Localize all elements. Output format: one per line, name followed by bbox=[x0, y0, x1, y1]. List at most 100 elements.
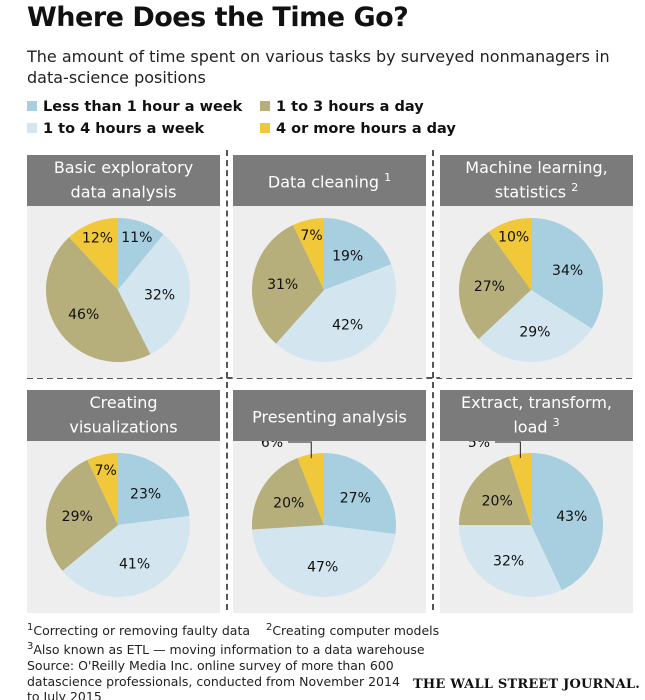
pie-slice bbox=[459, 231, 531, 340]
pie-chart: 11% 32% 46% 12% bbox=[46, 218, 190, 362]
pie-panel: Basic exploratory data analysis 11% 32% 46… bbox=[27, 155, 220, 378]
pie-title-text: Presenting analysis bbox=[252, 407, 407, 427]
pie-slice bbox=[87, 453, 118, 525]
data-label: 46% bbox=[68, 307, 99, 323]
data-label: 31% bbox=[267, 277, 298, 293]
footnote-mark: 3 bbox=[27, 640, 34, 652]
data-label: 11% bbox=[121, 230, 152, 246]
pie-slice bbox=[69, 218, 118, 290]
data-label: 27% bbox=[340, 490, 371, 506]
pie-slice bbox=[293, 218, 324, 290]
pie-slice bbox=[297, 453, 324, 525]
pie-slice bbox=[459, 456, 531, 525]
pie-slice bbox=[118, 218, 164, 290]
footnote-mark: 1 bbox=[27, 622, 34, 633]
pie-slice bbox=[531, 453, 603, 591]
pie-chart: 27% 47% 20% 6% bbox=[252, 435, 396, 597]
pie-slice bbox=[46, 237, 151, 362]
pie-slice bbox=[324, 218, 392, 290]
pie-panel: Extract, transform, load 3 43% 32% 20% 5% bbox=[440, 390, 633, 613]
pie-slice bbox=[252, 458, 324, 530]
data-label: 29% bbox=[519, 325, 550, 341]
pie-slice bbox=[252, 525, 396, 597]
footnote-mark: 2 bbox=[571, 181, 579, 195]
legend-item-4plus-h-day: 4 or more hours a day bbox=[260, 121, 456, 137]
data-label: 32% bbox=[144, 288, 175, 304]
divider bbox=[27, 377, 632, 379]
data-label: 43% bbox=[556, 509, 587, 525]
pie-slice bbox=[275, 264, 396, 362]
legend-label: 1 to 4 hours a week bbox=[43, 121, 205, 137]
pie-chart: 19% 42% 31% 7% bbox=[252, 218, 396, 362]
leader-line bbox=[288, 441, 312, 459]
data-label: 34% bbox=[552, 263, 583, 279]
data-label: 10% bbox=[498, 230, 529, 246]
pie-slice bbox=[488, 218, 531, 290]
pie-title-text: Creating visualizations bbox=[69, 393, 178, 437]
pie-slice bbox=[531, 218, 603, 329]
pie-title: Extract, transform, load 3 bbox=[440, 390, 633, 441]
pie-slice bbox=[324, 453, 396, 535]
data-label: 47% bbox=[307, 560, 338, 576]
legend-item-1-3h-day: 1 to 3 hours a day bbox=[260, 99, 424, 115]
data-label: 29% bbox=[62, 509, 93, 525]
wsj-logo: THE WALL STREET JOURNAL. bbox=[413, 677, 640, 692]
data-label: 23% bbox=[130, 487, 161, 503]
pie-title: Data cleaning 1 bbox=[233, 155, 426, 206]
legend-item-less-1h-week: Less than 1 hour a week bbox=[27, 99, 242, 115]
footnote-3: Also known as ETL — moving information t… bbox=[33, 641, 425, 657]
pie-slice bbox=[118, 234, 190, 355]
pie-slice bbox=[46, 459, 118, 571]
pie-chart: 34% 29% 27% 10% bbox=[459, 218, 603, 362]
pie-slice bbox=[62, 515, 190, 597]
pie-slice bbox=[459, 525, 562, 597]
data-label: 20% bbox=[273, 496, 304, 512]
pie-title: Machine learning, statistics 2 bbox=[440, 155, 633, 206]
data-label: 6% bbox=[261, 441, 283, 451]
data-label: 27% bbox=[474, 279, 505, 295]
pie-title: Creating visualizations bbox=[27, 390, 220, 441]
pie-panel: Creating visualizations 23% 41% 29% 7% bbox=[27, 390, 220, 613]
footnote-mark: 1 bbox=[384, 171, 392, 185]
data-label: 20% bbox=[482, 493, 513, 509]
data-label: 12% bbox=[82, 231, 113, 247]
pie-slice bbox=[252, 224, 324, 344]
legend-label: 1 to 3 hours a day bbox=[276, 99, 424, 115]
source-note: Source: O'Reilly Media Inc. online surve… bbox=[27, 658, 400, 700]
pie-title: Presenting analysis bbox=[233, 390, 426, 441]
pie-title-text: Basic exploratory data analysis bbox=[53, 158, 194, 202]
divider bbox=[226, 150, 228, 610]
footnote-1: Correcting or removing faulty data bbox=[33, 623, 251, 639]
pie-chart: 23% 41% 29% 7% bbox=[46, 453, 190, 597]
legend-label: 4 or more hours a day bbox=[276, 121, 456, 137]
data-label: 19% bbox=[332, 249, 363, 265]
data-label: 42% bbox=[332, 317, 363, 333]
pie-title-text: Extract, transform, load 3 bbox=[461, 393, 612, 437]
pie-panel: Data cleaning 1 19% 42% 31% 7% bbox=[233, 155, 426, 378]
data-label: 7% bbox=[301, 228, 323, 244]
pie-slice bbox=[478, 290, 592, 362]
data-label: 7% bbox=[95, 463, 117, 479]
pie-title: Basic exploratory data analysis bbox=[27, 155, 220, 206]
pie-title-text: Data cleaning 1 bbox=[267, 171, 392, 192]
chart-title: Where Does the Time Go? bbox=[27, 2, 409, 33]
pie-slice bbox=[508, 453, 531, 525]
footnote-2: Creating computer models bbox=[272, 623, 440, 639]
pie-panel: Presenting analysis 27% 47% 20% 6% bbox=[233, 390, 426, 613]
pie-title-text: Machine learning, statistics 2 bbox=[465, 158, 608, 202]
legend-swatch bbox=[27, 123, 37, 133]
pie-slice bbox=[118, 453, 190, 525]
legend-item-1-4h-week: 1 to 4 hours a week bbox=[27, 121, 204, 137]
pie-chart: 43% 32% 20% 5% bbox=[459, 435, 603, 597]
legend-swatch bbox=[260, 101, 270, 111]
chart-subtitle: The amount of time spent on various task… bbox=[27, 47, 610, 87]
footnote-mark: 3 bbox=[552, 416, 560, 430]
legend-swatch bbox=[260, 123, 270, 133]
footnote-mark: 2 bbox=[265, 622, 273, 633]
data-label: 32% bbox=[493, 553, 524, 569]
legend-label: Less than 1 hour a week bbox=[43, 99, 243, 115]
legend-swatch bbox=[27, 101, 37, 111]
data-label: 5% bbox=[468, 441, 490, 451]
footnotes: 1Correcting or removing faulty data 2Cre… bbox=[27, 620, 439, 700]
